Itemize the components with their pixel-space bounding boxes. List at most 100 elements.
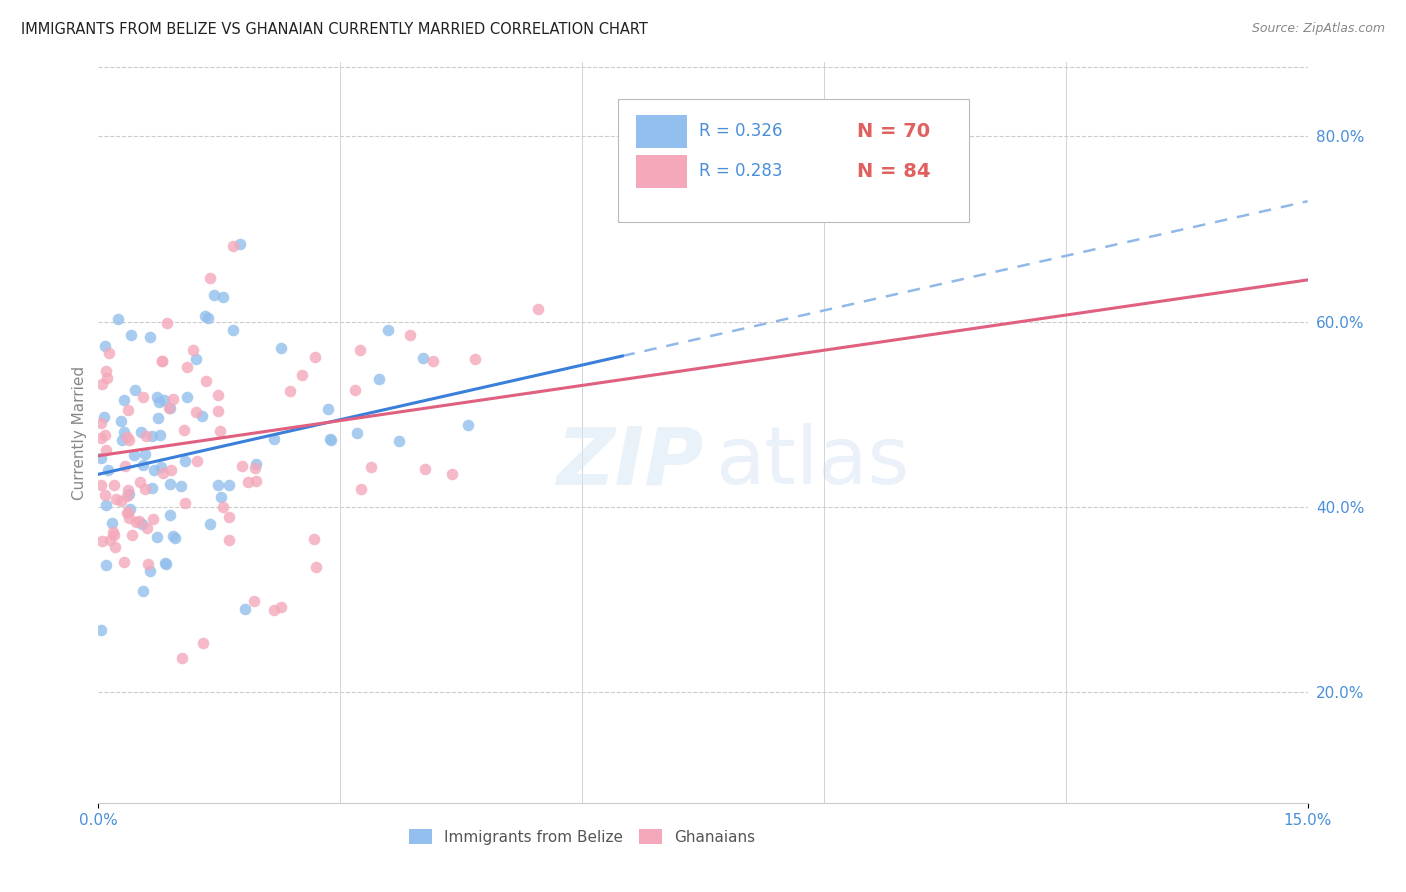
- Point: [98, 346, 121, 360]
- Point: [176, 360, 198, 375]
- Point: [128, 475, 150, 489]
- Point: [174, 454, 197, 468]
- Point: [218, 533, 240, 548]
- Point: [118, 433, 141, 447]
- Point: [132, 390, 155, 404]
- Point: [186, 453, 208, 467]
- Point: [139, 330, 162, 344]
- Point: [152, 392, 174, 407]
- Legend: Immigrants from Belize, Ghanaians: Immigrants from Belize, Ghanaians: [404, 822, 761, 851]
- Point: [124, 383, 146, 397]
- Point: [221, 239, 243, 253]
- Point: [117, 402, 139, 417]
- Point: [134, 447, 156, 461]
- Point: [110, 414, 132, 428]
- Point: [184, 352, 207, 367]
- Point: [90, 377, 112, 392]
- Point: [120, 327, 142, 342]
- Point: [118, 487, 141, 501]
- Point: [165, 531, 187, 545]
- Point: [162, 392, 184, 406]
- Point: [319, 434, 342, 448]
- Point: [211, 290, 233, 304]
- Point: [129, 425, 152, 439]
- Point: [412, 351, 434, 365]
- Point: [191, 409, 214, 424]
- Y-axis label: Currently Married: Currently Married: [72, 366, 87, 500]
- Point: [148, 394, 170, 409]
- Point: [150, 354, 173, 368]
- Point: [173, 423, 195, 437]
- Point: [142, 511, 165, 525]
- Point: [96, 370, 118, 384]
- Point: [94, 442, 117, 457]
- Point: [118, 511, 141, 525]
- Point: [464, 351, 486, 366]
- Point: [208, 424, 231, 438]
- Point: [132, 584, 155, 599]
- Point: [122, 448, 145, 462]
- FancyBboxPatch shape: [619, 99, 969, 221]
- Point: [121, 528, 143, 542]
- Point: [93, 488, 115, 502]
- Point: [242, 594, 264, 608]
- FancyBboxPatch shape: [637, 115, 688, 147]
- Point: [90, 623, 112, 637]
- Point: [93, 410, 115, 425]
- Point: [139, 564, 162, 578]
- FancyBboxPatch shape: [637, 155, 688, 187]
- Point: [245, 457, 267, 471]
- Point: [135, 429, 157, 443]
- Point: [159, 401, 181, 416]
- Point: [94, 498, 117, 512]
- Point: [150, 459, 173, 474]
- Point: [103, 478, 125, 492]
- Point: [112, 555, 135, 569]
- Text: IMMIGRANTS FROM BELIZE VS GHANAIAN CURRENTLY MARRIED CORRELATION CHART: IMMIGRANTS FROM BELIZE VS GHANAIAN CURRE…: [21, 22, 648, 37]
- Point: [101, 524, 124, 539]
- Point: [104, 541, 127, 555]
- Point: [233, 602, 256, 616]
- Point: [527, 302, 550, 317]
- Point: [117, 483, 139, 497]
- Point: [209, 490, 232, 504]
- Point: [343, 383, 366, 397]
- Point: [176, 390, 198, 404]
- Point: [229, 236, 252, 251]
- Point: [270, 600, 292, 615]
- Point: [155, 557, 177, 571]
- Text: R = 0.283: R = 0.283: [699, 162, 783, 180]
- Point: [90, 450, 112, 465]
- Point: [399, 328, 422, 343]
- Point: [90, 431, 112, 445]
- Point: [291, 368, 314, 383]
- Point: [141, 481, 163, 495]
- Point: [440, 467, 463, 482]
- Point: [149, 428, 172, 442]
- Point: [160, 463, 183, 477]
- Point: [98, 533, 121, 548]
- Point: [94, 428, 117, 442]
- Point: [159, 477, 181, 491]
- Point: [94, 558, 117, 572]
- Point: [218, 510, 240, 524]
- Point: [90, 477, 112, 491]
- Point: [388, 434, 411, 448]
- Text: R = 0.326: R = 0.326: [699, 122, 783, 140]
- Text: ZIP: ZIP: [555, 423, 703, 501]
- Point: [118, 501, 141, 516]
- Point: [112, 425, 135, 439]
- Point: [104, 491, 127, 506]
- Point: [138, 557, 160, 571]
- Point: [191, 636, 214, 650]
- Point: [304, 351, 326, 365]
- Text: N = 84: N = 84: [856, 161, 929, 181]
- Point: [124, 515, 146, 529]
- Point: [278, 384, 301, 398]
- Point: [94, 339, 117, 353]
- Point: [141, 429, 163, 443]
- Point: [263, 433, 285, 447]
- Point: [316, 401, 339, 416]
- Point: [194, 309, 217, 323]
- Point: [200, 270, 222, 285]
